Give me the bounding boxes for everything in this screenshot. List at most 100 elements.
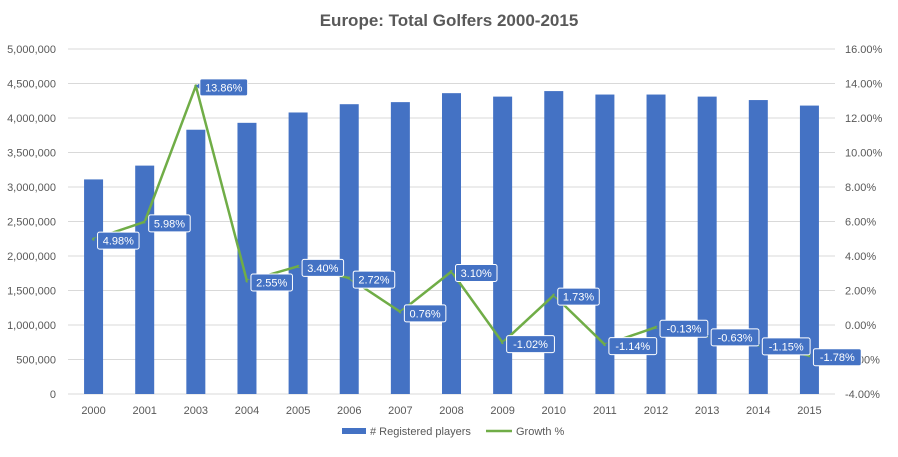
bar: [237, 122, 257, 394]
data-label-box: [352, 270, 396, 289]
y-left-tick-label: 3,500,000: [7, 148, 56, 160]
data-label: -1.02%: [502, 335, 555, 354]
y-left-tick-label: 1,000,000: [7, 320, 56, 332]
data-label-text: -0.13%: [667, 324, 702, 336]
data-label-box: [250, 273, 293, 292]
data-label-box: [455, 264, 498, 283]
data-label-text: 2.72%: [358, 275, 389, 287]
bar-series: [84, 91, 819, 395]
data-label-box: [761, 337, 811, 356]
x-tick-label: 2008: [439, 405, 463, 417]
x-tick-label: 2013: [695, 405, 719, 417]
legend-item-registered-players: # Registered players: [342, 426, 471, 438]
x-tick-label: 2005: [286, 405, 310, 417]
y-left-tick-label: 5,000,000: [7, 44, 56, 56]
bar: [595, 94, 615, 394]
data-label-text: 3.40%: [307, 263, 338, 275]
y-right-tick-label: 8.00%: [845, 182, 876, 194]
legend-item-growth: Growth %: [486, 426, 565, 438]
bar: [697, 96, 717, 395]
x-tick-label: 2001: [132, 405, 156, 417]
y-left-tick-label: 2,000,000: [7, 251, 56, 263]
x-tick-label: 2012: [644, 405, 668, 417]
bar: [288, 112, 308, 394]
data-label-text: -1.78%: [820, 352, 855, 364]
y-left-tick-label: 4,500,000: [7, 79, 56, 91]
bar: [390, 102, 410, 394]
y-right-tick-label: 14.00%: [845, 79, 883, 91]
legend: # Registered players Growth %: [342, 426, 565, 438]
data-label-box: [148, 214, 191, 233]
x-tick-label: 2010: [542, 405, 566, 417]
data-label-box: [557, 287, 600, 306]
data-label: 3.10%: [451, 264, 498, 283]
bar: [748, 100, 768, 394]
x-tick-label: 2007: [388, 405, 412, 417]
data-label-box: [97, 231, 140, 250]
bar: [442, 93, 461, 394]
chart-title: Europe: Total Golfers 2000-2015: [320, 11, 579, 30]
data-label-box: [301, 258, 345, 277]
data-label-box: [659, 319, 709, 338]
legend-label: Growth %: [516, 426, 565, 438]
y-right-tick-label: 12.00%: [845, 113, 883, 125]
legend-label: # Registered players: [370, 426, 471, 438]
data-label: 1.73%: [553, 287, 600, 306]
y-axis-left: 0 500,000 1,000,000 1,500,000 2,000,000 2,500…: [7, 44, 56, 401]
bar: [186, 129, 206, 395]
y-right-tick-label: 0.00%: [845, 320, 876, 332]
x-tick-label: 2000: [81, 405, 105, 417]
y-left-tick-label: 4,000,000: [7, 113, 56, 125]
y-left-tick-label: 500,000: [16, 355, 56, 367]
data-label: 2.72%: [349, 270, 396, 289]
data-label-text: 3.10%: [461, 268, 492, 280]
x-tick-label: 2004: [235, 405, 259, 417]
data-label-text: 2.55%: [256, 278, 287, 290]
data-label-box: [403, 304, 447, 323]
y-right-tick-label: 4.00%: [845, 251, 876, 263]
data-label: 2.55%: [246, 273, 293, 292]
data-label-text: 0.76%: [410, 308, 441, 320]
data-label-text: -1.02%: [513, 339, 548, 351]
data-label-text: -0.63%: [718, 332, 753, 344]
data-label: -0.13%: [656, 319, 709, 338]
bar: [646, 94, 666, 394]
data-label-box: [506, 335, 555, 354]
data-label-text: 4.98%: [103, 236, 134, 248]
data-label: -1.78%: [809, 348, 862, 367]
data-labels: 4.98% 5.98% 13.86% 2.55% 3.40% 2.72% 0.76% 3.10…: [93, 78, 862, 367]
data-label: -0.63%: [707, 328, 760, 347]
bar: [799, 105, 819, 394]
x-tick-label: 2011: [593, 405, 617, 417]
y-axis-right: -4.00%-2.00%0.00%2.00%4.00%6.00%8.00%10.…: [845, 44, 883, 401]
x-tick-label: 2006: [337, 405, 361, 417]
y-right-tick-label: 10.00%: [845, 148, 883, 160]
data-label: 3.40%: [298, 258, 345, 277]
y-right-tick-label: 16.00%: [845, 44, 883, 56]
y-right-tick-label: 6.00%: [845, 217, 876, 229]
data-label-box: [710, 328, 760, 347]
x-axis: 2000 2001 2003 2004 2005 2006 2007 2008 2009 2010…: [81, 405, 821, 417]
x-tick-label: 2003: [184, 405, 208, 417]
data-label-text: 1.73%: [563, 292, 594, 304]
y-left-tick-label: 0: [50, 389, 56, 401]
bar: [544, 91, 564, 394]
data-label: 0.76%: [400, 304, 447, 323]
data-label-box: [608, 337, 658, 356]
data-label: 13.86%: [195, 78, 249, 97]
data-label-text: -1.14%: [615, 341, 650, 353]
data-label: 4.98%: [93, 231, 140, 250]
y-left-tick-label: 1,500,000: [7, 286, 56, 298]
legend-swatch-bar: [342, 428, 366, 434]
x-tick-label: 2009: [490, 405, 514, 417]
data-label: -1.15%: [758, 337, 811, 356]
data-label-text: 13.86%: [205, 82, 243, 94]
y-right-tick-label: 2.00%: [845, 286, 876, 298]
bar: [84, 179, 104, 394]
y-right-tick-label: -4.00%: [845, 389, 880, 401]
y-left-tick-label: 2,500,000: [7, 217, 56, 229]
y-left-tick-label: 3,000,000: [7, 182, 56, 194]
bar: [135, 165, 155, 394]
